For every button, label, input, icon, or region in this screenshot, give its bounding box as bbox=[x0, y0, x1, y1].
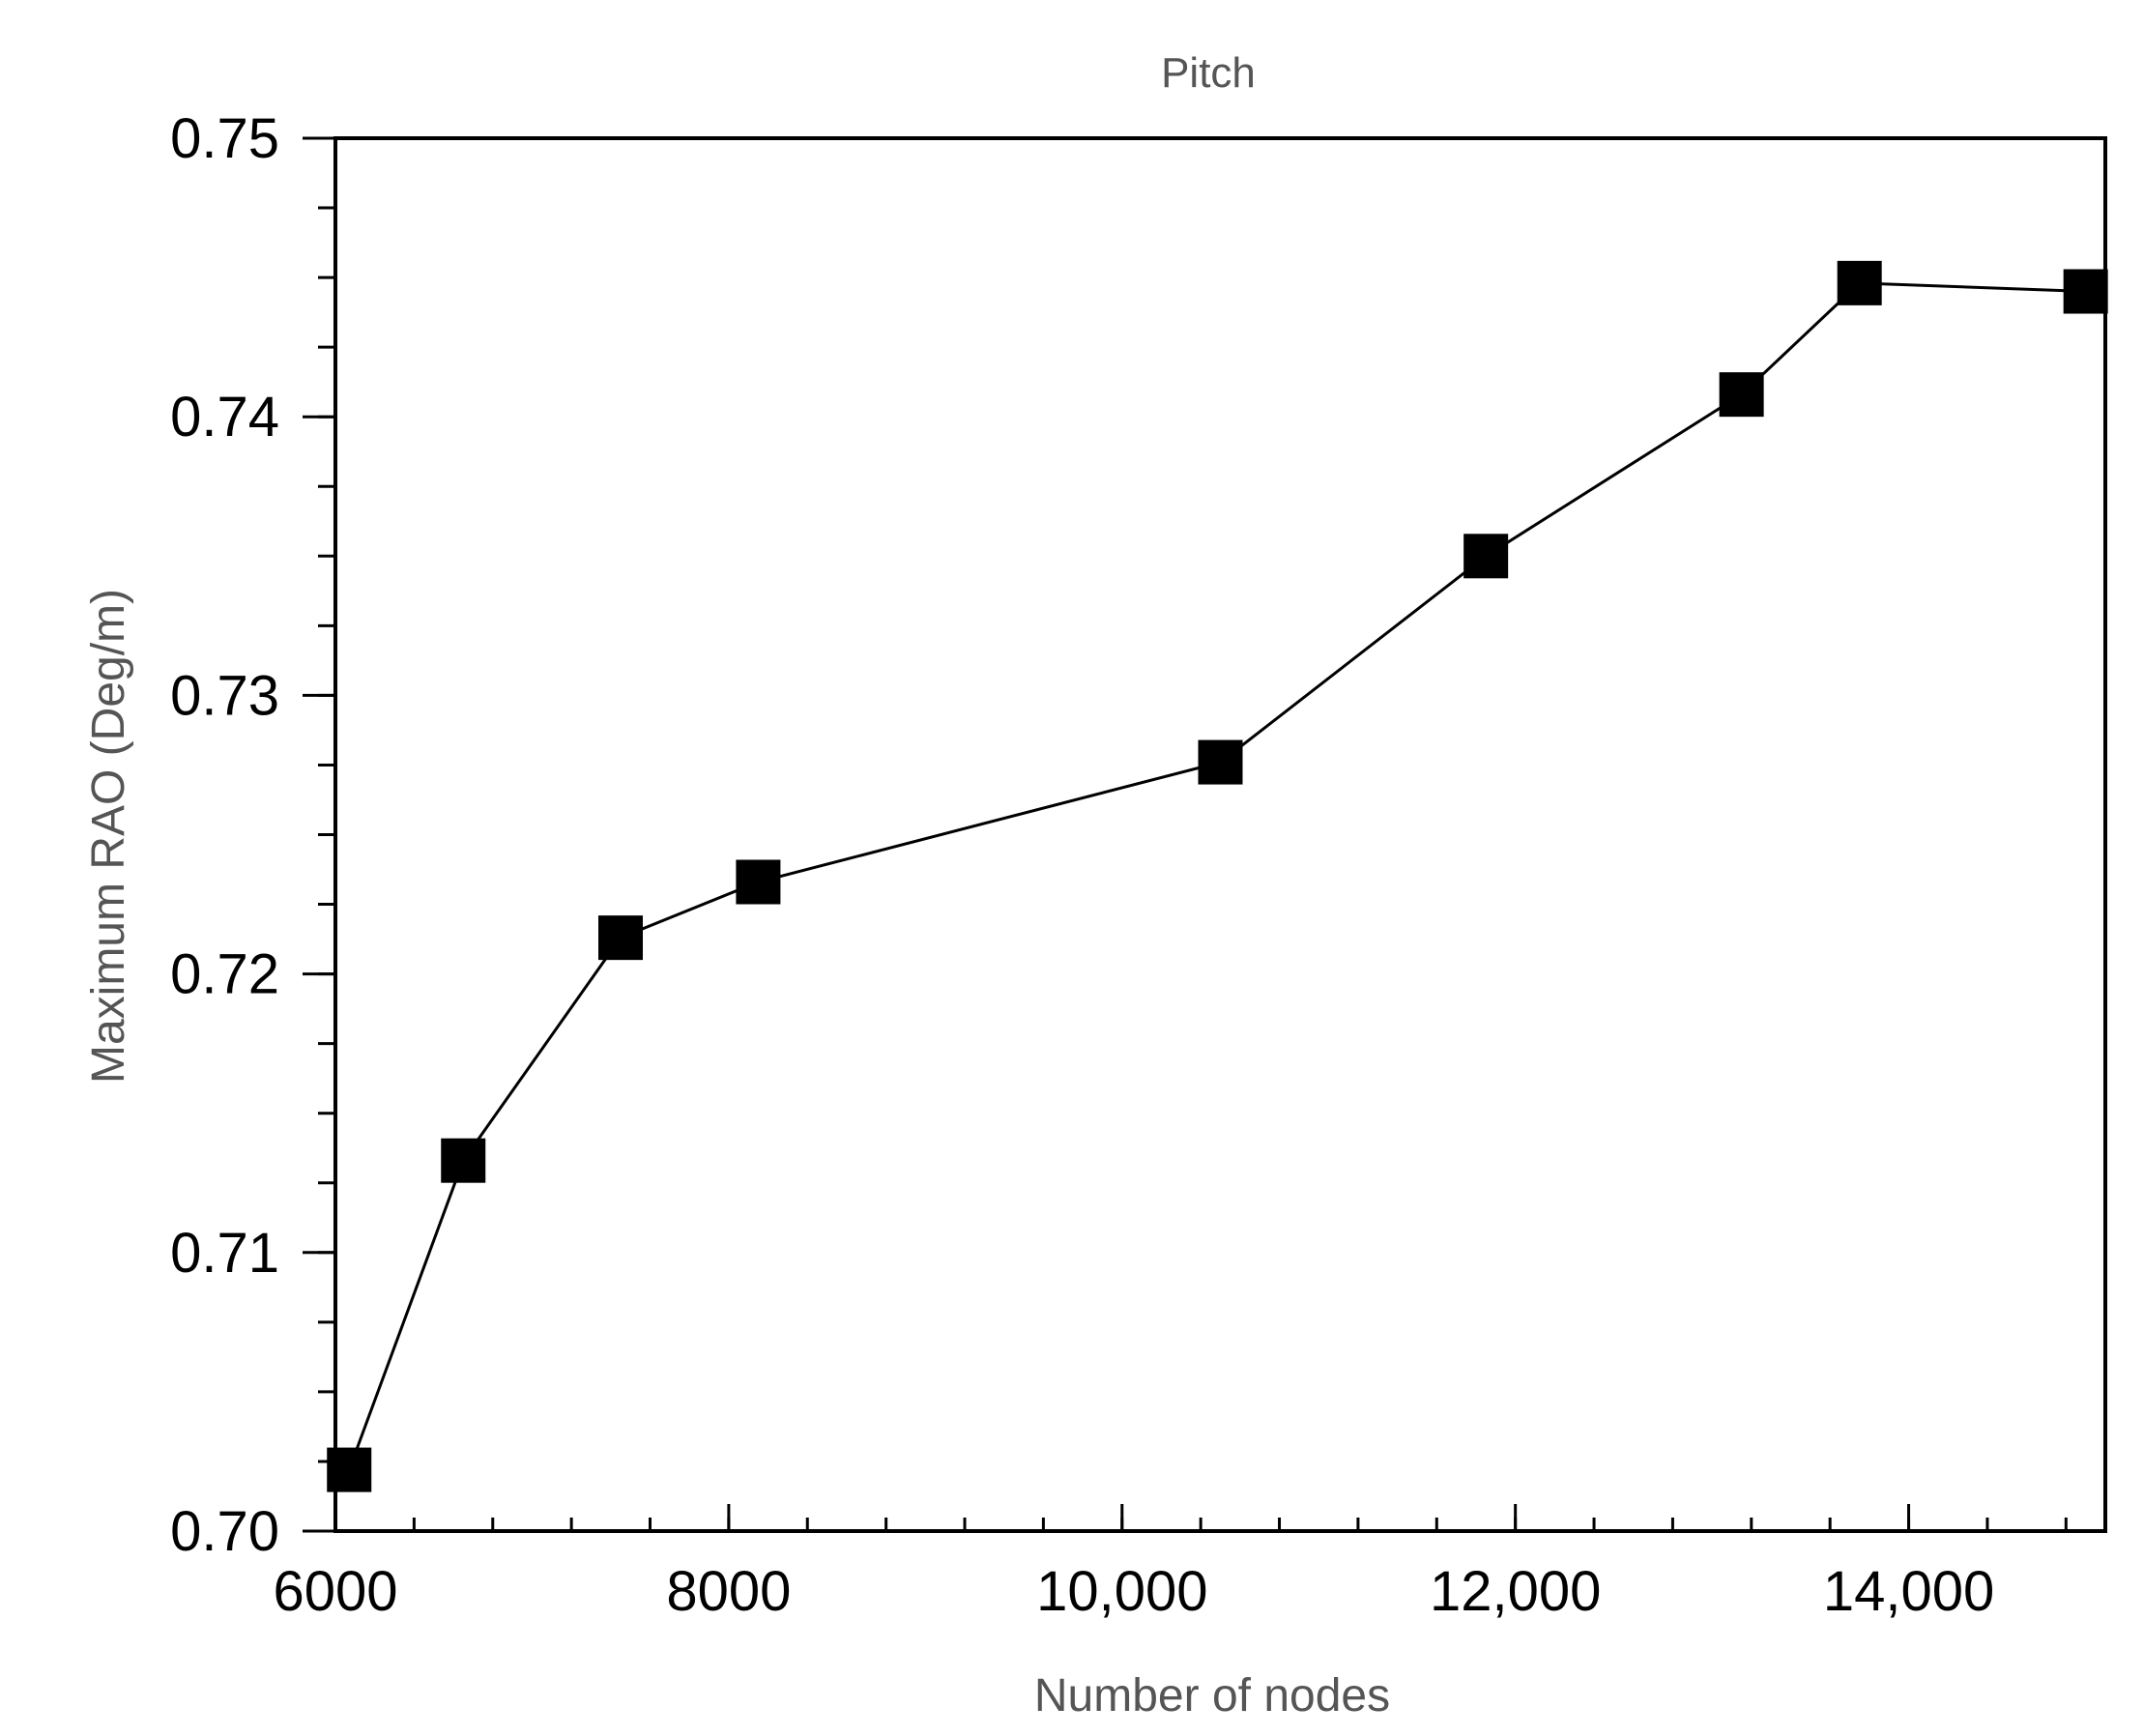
data-point-marker bbox=[597, 915, 643, 961]
plot-frame bbox=[333, 136, 2107, 1533]
data-point-marker bbox=[2063, 269, 2108, 314]
y-tick-label: 0.74 bbox=[170, 386, 279, 448]
x-tick-label: 6000 bbox=[273, 1560, 397, 1623]
y-tick-label: 0.75 bbox=[170, 107, 279, 170]
y-tick-label: 0.73 bbox=[170, 664, 279, 727]
series bbox=[327, 260, 2108, 1492]
y-tick-label: 0.70 bbox=[170, 1500, 279, 1563]
chart-title: Pitch bbox=[1161, 49, 1256, 97]
y-tick-label: 0.72 bbox=[170, 943, 279, 1006]
axes: 6000 8000 10,000 12,000 14,000 0.70 0.71 0.72 0.… bbox=[170, 107, 2068, 1623]
data-point-marker bbox=[1463, 534, 1509, 579]
x-tick-label: 14,000 bbox=[1823, 1560, 1994, 1623]
y-tick-label: 0.71 bbox=[170, 1222, 279, 1285]
x-tick-label: 10,000 bbox=[1036, 1560, 1207, 1623]
x-tick-label: 12,000 bbox=[1430, 1560, 1601, 1623]
data-point-marker bbox=[1837, 260, 1882, 305]
data-point-marker bbox=[441, 1138, 486, 1183]
x-axis-label: Number of nodes bbox=[1034, 1670, 1390, 1722]
data-point-marker bbox=[736, 859, 781, 905]
y-axis-label: Maximum RAO (Deg/m) bbox=[83, 589, 134, 1084]
series-line bbox=[347, 281, 2086, 1471]
x-tick-label: 8000 bbox=[666, 1560, 791, 1623]
data-point-marker bbox=[1198, 739, 1243, 785]
data-point-marker bbox=[1719, 372, 1764, 418]
